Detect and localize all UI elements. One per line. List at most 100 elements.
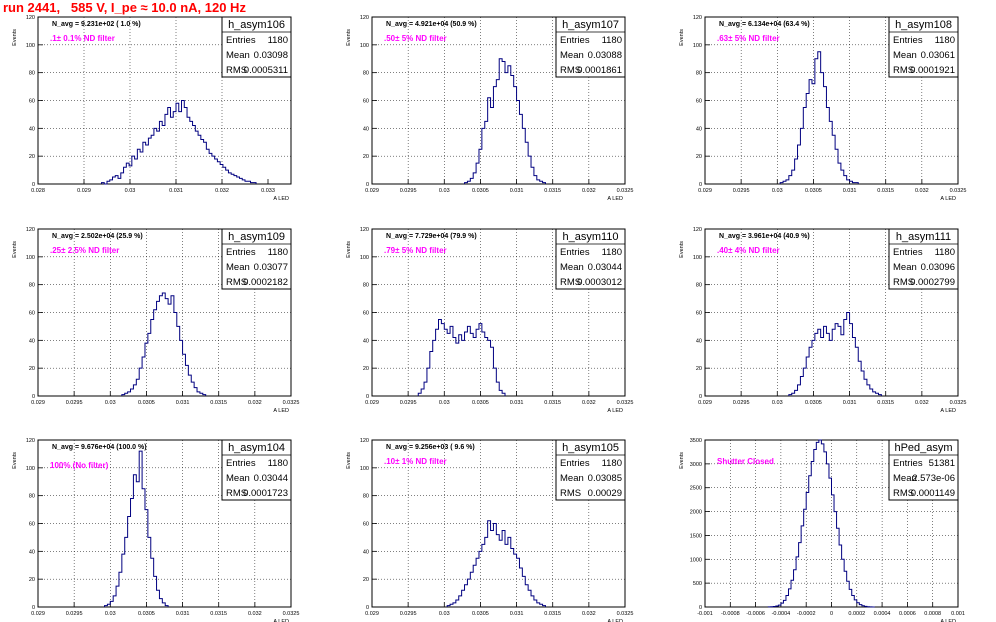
- x-tick-label: 0.03: [105, 400, 116, 406]
- y-tick-label: 20: [29, 154, 35, 160]
- stats-box-title: h_asym104: [228, 442, 285, 454]
- histogram-panel-h_asym108: 0.029 0.0295 0.03 0.0305 0.031 0.0315 0.032 0.0…: [679, 15, 966, 202]
- y-tick-label: 40: [363, 338, 369, 344]
- stats-mean-value: 0.03061: [921, 50, 955, 61]
- stats-box-title: h_asym107: [562, 19, 619, 31]
- x-tick-label: 0.0295: [400, 188, 417, 194]
- y-tick-label: 60: [696, 99, 702, 105]
- x-tick-label: 0.032: [582, 400, 596, 406]
- filter-note: .25± 2.5% ND filter: [50, 246, 119, 255]
- stats-mean-label: Mean: [226, 262, 250, 273]
- stats-entries-value: 1180: [935, 35, 955, 46]
- x-tick-label: 0.032: [215, 188, 229, 194]
- x-tick-label: 0.029: [698, 400, 712, 406]
- x-tick-label: 0.0004: [874, 611, 891, 617]
- y-tick-label: 80: [29, 494, 35, 500]
- stats-box: h_asym110 Entries 1180 Mean 0.03044 RMS0.0003…: [555, 228, 626, 290]
- y-tick-label: 100: [26, 466, 35, 472]
- y-tick-label: 20: [696, 366, 702, 372]
- x-tick-label: 0: [830, 611, 833, 617]
- stats-rms-value: 0.0005311: [244, 65, 288, 76]
- stats-box-frame: [555, 16, 626, 78]
- x-tick-label: 0.0325: [617, 400, 634, 406]
- stats-mean-label: Mean: [560, 50, 584, 61]
- stats-entries-value: 1180: [268, 247, 288, 258]
- x-tick-label: 0.028: [31, 188, 45, 194]
- y-tick-label: 120: [26, 438, 35, 444]
- x-tick-label: 0.032: [915, 400, 929, 406]
- y-tick-label: 20: [696, 154, 702, 160]
- stats-rms-label: RMS: [893, 65, 914, 76]
- x-tick-label: 0.031: [169, 188, 183, 194]
- x-tick-label: 0.0315: [544, 400, 561, 406]
- stats-entries-label: Entries: [226, 35, 256, 46]
- x-tick-label: 0.0325: [950, 188, 967, 194]
- stats-rms-value: 0.0001149: [911, 488, 955, 499]
- y-tick-label: 0: [366, 182, 369, 188]
- stats-entries-value: 51381: [929, 458, 955, 469]
- y-tick-label: 40: [696, 126, 702, 132]
- navg-label: N_avg = 9.676e+04 (100.0 %): [52, 444, 147, 451]
- stats-rms-label: RMS: [560, 277, 581, 288]
- stats-mean-label: Mean: [893, 473, 917, 484]
- x-tick-label: 0.031: [510, 611, 524, 617]
- y-tick-label: 0: [366, 394, 369, 400]
- histogram-series: [788, 312, 882, 396]
- stats-rms-label: RMS: [893, 277, 914, 288]
- filter-note: Shutter Closed: [717, 457, 774, 466]
- stats-mean-label: Mean: [560, 262, 584, 273]
- stats-box: h_asym109 Entries 1180 Mean 0.03077 RMS0.0002…: [221, 228, 292, 290]
- y-tick-label: 60: [696, 311, 702, 317]
- stats-box-frame: [888, 228, 959, 290]
- stats-mean-value: 0.03044: [588, 262, 622, 273]
- x-tick-label: 0.0008: [924, 611, 941, 617]
- stats-box: h_asym105 Entries 1180 Mean 0.03085 RMS 0.0002…: [555, 439, 626, 501]
- histogram-panel-h_asym104: 0.029 0.0295 0.03 0.0305 0.031 0.0315 0.032 0.0…: [12, 438, 299, 622]
- x-tick-label: 0.0305: [805, 188, 822, 194]
- stats-box-frame: [221, 228, 292, 290]
- stats-rms-label: RMS: [560, 65, 581, 76]
- x-tick-label: 0.03: [772, 188, 783, 194]
- stats-box: h_asym107 Entries 1180 Mean 0.03088 RMS0.0001…: [555, 16, 626, 78]
- histogram-series: [464, 58, 546, 184]
- x-tick-label: -0.0008: [721, 611, 740, 617]
- histogram-panel-h_asym105: 0.029 0.0295 0.03 0.0305 0.031 0.0315 0.032 0.0…: [346, 438, 633, 622]
- navg-label: N_avg = 9.231e+02 ( 1.0 %): [52, 21, 141, 28]
- x-tick-label: 0.03: [439, 188, 450, 194]
- stats-entries-value: 1180: [935, 247, 955, 258]
- x-tick-label: 0.029: [365, 611, 379, 617]
- y-tick-label: 60: [29, 311, 35, 317]
- x-tick-label: 0.0305: [138, 400, 155, 406]
- x-tick-label: 0.001: [951, 611, 965, 617]
- y-tick-label: 1500: [690, 533, 702, 539]
- y-tick-label: 40: [29, 549, 35, 555]
- y-axis-title: Events: [679, 29, 685, 46]
- stats-box: h_asym106 Entries 1180 Mean 0.03098 RMS0.0005…: [221, 16, 292, 78]
- y-axis-title: Events: [12, 29, 18, 46]
- y-tick-label: 20: [363, 577, 369, 583]
- y-axis-title: Events: [346, 452, 352, 469]
- navg-label: N_avg = 3.961e+04 (40.9 %): [719, 233, 810, 240]
- stats-entries-label: Entries: [226, 458, 256, 469]
- stats-entries-label: Entries: [560, 247, 590, 258]
- filter-note: .50± 5% ND filter: [384, 34, 447, 43]
- y-tick-label: 120: [26, 15, 35, 21]
- stats-entries-label: Entries: [893, 247, 923, 258]
- y-tick-label: 100: [693, 255, 702, 261]
- stats-box-frame: [888, 16, 959, 78]
- y-tick-label: 80: [363, 283, 369, 289]
- x-axis-title: A LED: [607, 196, 623, 202]
- y-tick-label: 120: [360, 15, 369, 21]
- stats-box-title: h_asym111: [896, 231, 951, 243]
- y-tick-label: 100: [360, 466, 369, 472]
- x-tick-label: 0.031: [843, 400, 857, 406]
- x-tick-label: 0.03: [105, 611, 116, 617]
- y-tick-label: 60: [29, 99, 35, 105]
- y-tick-label: 0: [32, 605, 35, 611]
- stats-box: h_asym104 Entries 1180 Mean 0.03044 RMS0.0001…: [221, 439, 292, 501]
- stats-mean-label: Mean: [560, 473, 584, 484]
- y-tick-label: 100: [360, 255, 369, 261]
- stats-rms-value: 0.0001723: [243, 488, 288, 499]
- y-tick-label: 100: [26, 255, 35, 261]
- y-tick-label: 120: [693, 15, 702, 21]
